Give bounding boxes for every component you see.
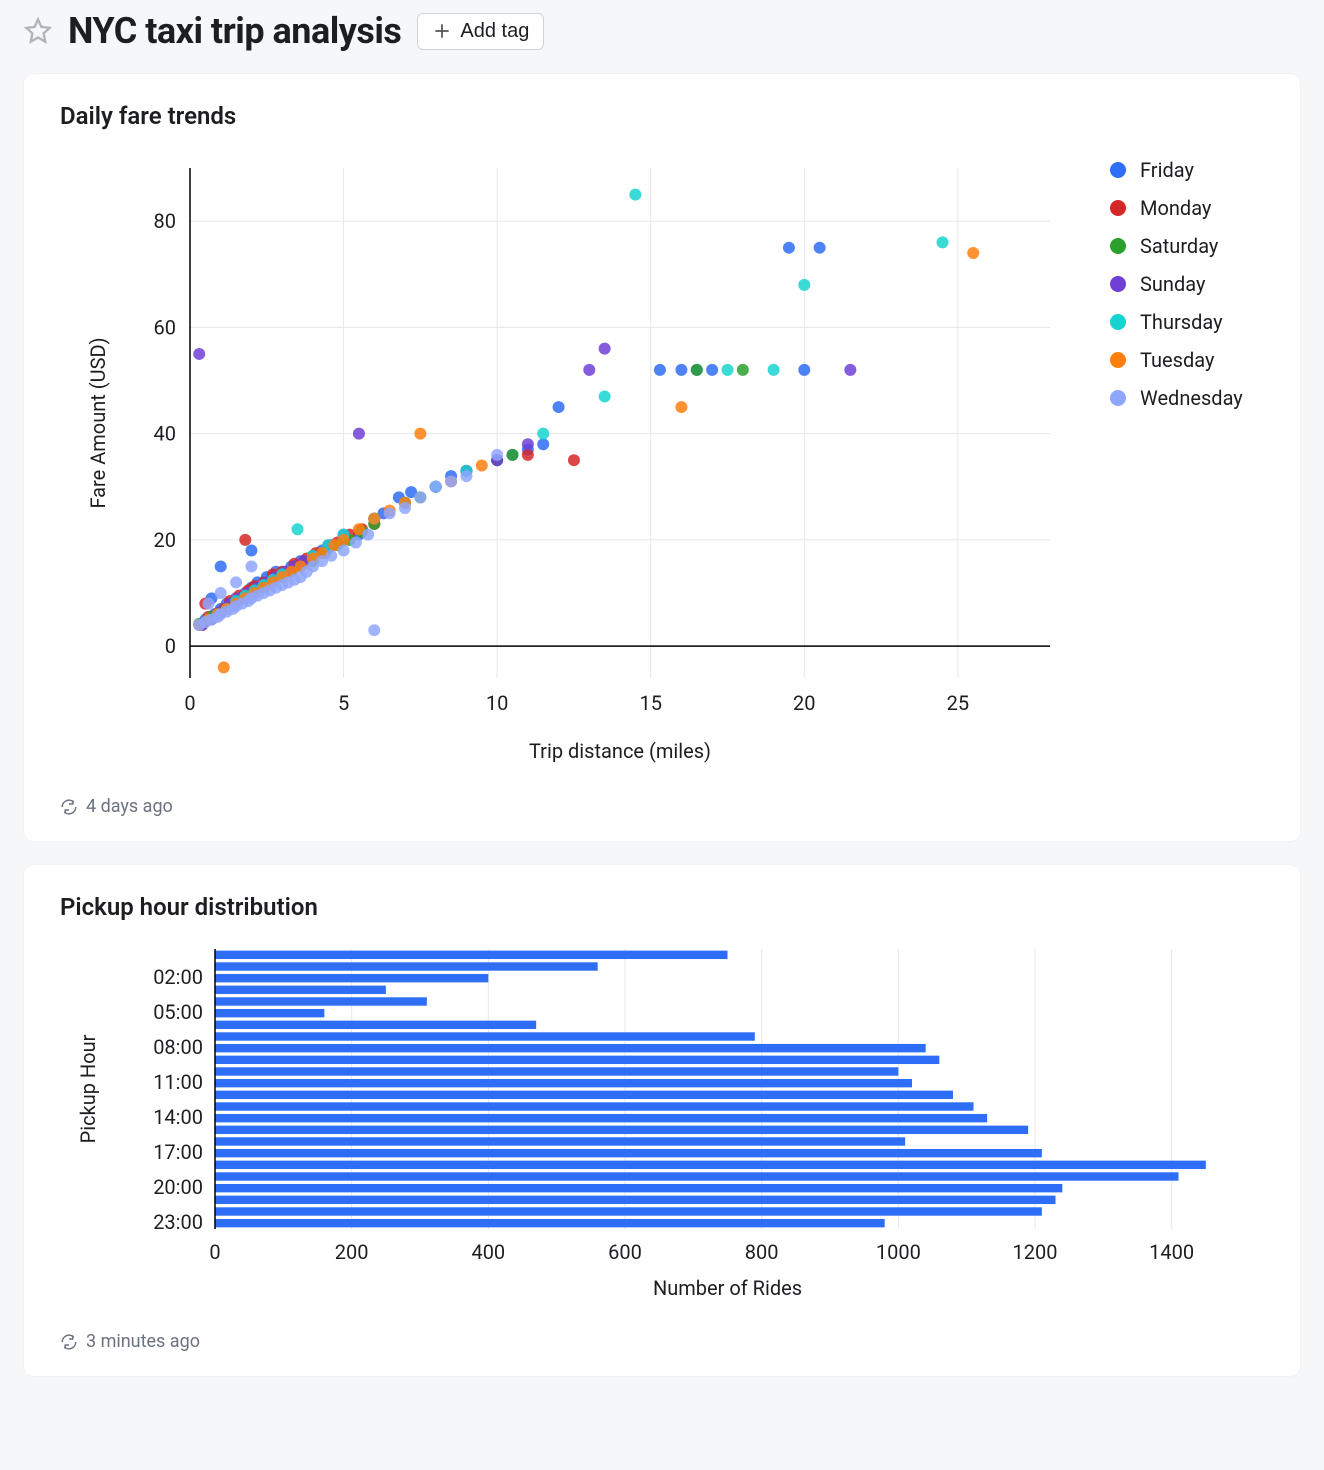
refresh-icon xyxy=(60,798,78,816)
svg-text:10: 10 xyxy=(486,691,508,715)
svg-text:600: 600 xyxy=(608,1240,642,1264)
svg-text:1400: 1400 xyxy=(1149,1240,1194,1264)
svg-text:60: 60 xyxy=(154,315,176,339)
svg-text:5: 5 xyxy=(338,691,349,715)
legend-dot xyxy=(1110,162,1126,178)
svg-text:25: 25 xyxy=(947,691,969,715)
svg-text:20: 20 xyxy=(793,691,815,715)
svg-text:20: 20 xyxy=(154,528,176,552)
legend-dot xyxy=(1110,390,1126,406)
svg-text:15: 15 xyxy=(639,691,661,715)
legend-dot xyxy=(1110,200,1126,216)
svg-text:400: 400 xyxy=(471,1240,505,1264)
scatter-card: Daily fare trends 0 5 10 15 20 25 0 20 40 60 80 Tri… xyxy=(24,74,1300,841)
legend-label: Saturday xyxy=(1140,234,1218,258)
svg-text:0: 0 xyxy=(165,634,176,658)
scatter-legend: Friday Monday Saturday Sunday Thursday Tuesda… xyxy=(1110,148,1243,410)
legend-dot xyxy=(1110,238,1126,254)
add-tag-button[interactable]: Add tag xyxy=(417,13,544,50)
legend-label: Friday xyxy=(1140,158,1194,182)
svg-text:1200: 1200 xyxy=(1013,1240,1058,1264)
legend-item[interactable]: Monday xyxy=(1110,196,1243,220)
legend-label: Tuesday xyxy=(1140,348,1214,372)
bar-chart: 0 200 400 600 800 1000 1200 1400 02:00 05:00 08:00… xyxy=(60,939,1260,1309)
legend-item[interactable]: Saturday xyxy=(1110,234,1243,258)
bar-refresh-row: 3 minutes ago xyxy=(60,1331,1264,1352)
scatter-refresh-text: 4 days ago xyxy=(86,796,173,817)
plus-icon xyxy=(432,21,452,41)
bar-card-title: Pickup hour distribution xyxy=(60,893,1264,921)
legend-item[interactable]: Friday xyxy=(1110,158,1243,182)
svg-text:40: 40 xyxy=(154,422,176,446)
bar-refresh-text: 3 minutes ago xyxy=(86,1331,200,1352)
svg-text:23:00: 23:00 xyxy=(153,1210,203,1234)
svg-text:80: 80 xyxy=(154,209,176,233)
star-icon[interactable] xyxy=(24,17,52,45)
scatter-card-title: Daily fare trends xyxy=(60,102,1264,130)
svg-text:1000: 1000 xyxy=(876,1240,921,1264)
legend-dot xyxy=(1110,276,1126,292)
svg-text:17:00: 17:00 xyxy=(153,1140,203,1164)
svg-text:Pickup Hour: Pickup Hour xyxy=(76,1034,100,1143)
legend-label: Monday xyxy=(1140,196,1211,220)
scatter-chart: 0 5 10 15 20 25 0 20 40 60 80 Trip distance (miles)… xyxy=(60,148,1070,778)
bar-card: Pickup hour distribution 0 200 400 600 800 10… xyxy=(24,865,1300,1376)
legend-dot xyxy=(1110,352,1126,368)
svg-text:08:00: 08:00 xyxy=(153,1035,203,1059)
legend-item[interactable]: Tuesday xyxy=(1110,348,1243,372)
legend-label: Wednesday xyxy=(1140,386,1243,410)
page-header: NYC taxi trip analysis Add tag xyxy=(24,0,1300,74)
page-title: NYC taxi trip analysis xyxy=(68,10,401,52)
refresh-icon xyxy=(60,1333,78,1351)
svg-text:0: 0 xyxy=(184,691,195,715)
svg-text:05:00: 05:00 xyxy=(153,1000,203,1024)
svg-text:200: 200 xyxy=(335,1240,369,1264)
svg-text:800: 800 xyxy=(745,1240,779,1264)
svg-text:02:00: 02:00 xyxy=(153,965,203,989)
legend-label: Sunday xyxy=(1140,272,1205,296)
svg-text:Fare Amount (USD): Fare Amount (USD) xyxy=(86,337,110,508)
legend-item[interactable]: Sunday xyxy=(1110,272,1243,296)
scatter-refresh-row: 4 days ago xyxy=(60,796,1264,817)
svg-text:Trip distance (miles): Trip distance (miles) xyxy=(529,739,711,763)
svg-text:11:00: 11:00 xyxy=(153,1070,203,1094)
svg-text:0: 0 xyxy=(209,1240,220,1264)
legend-dot xyxy=(1110,314,1126,330)
svg-text:14:00: 14:00 xyxy=(153,1105,203,1129)
svg-text:Number of Rides: Number of Rides xyxy=(653,1276,802,1300)
svg-text:20:00: 20:00 xyxy=(153,1175,203,1199)
legend-label: Thursday xyxy=(1140,310,1223,334)
add-tag-label: Add tag xyxy=(460,20,529,43)
legend-item[interactable]: Wednesday xyxy=(1110,386,1243,410)
legend-item[interactable]: Thursday xyxy=(1110,310,1243,334)
